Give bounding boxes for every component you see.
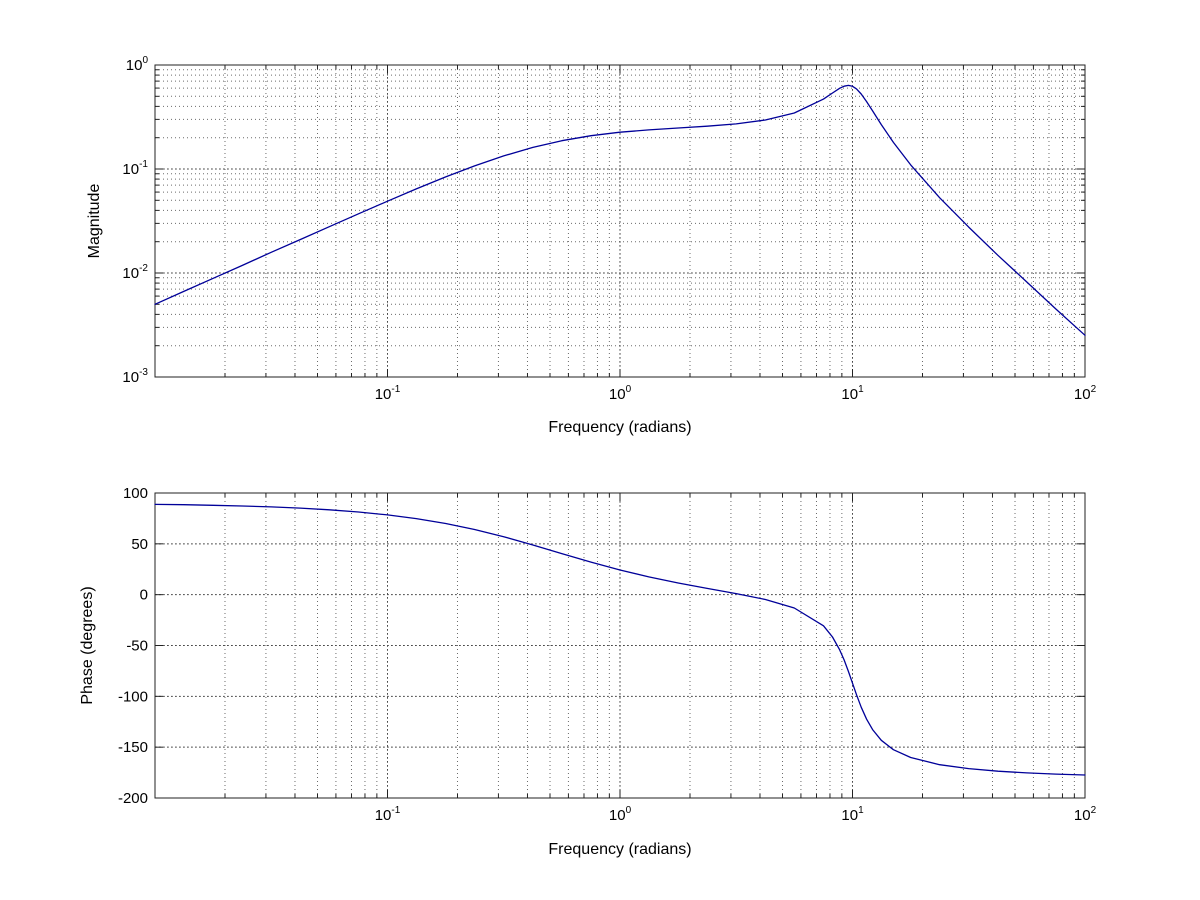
magnitude-plot-axes: 10-1 100 101 102 100 10-1 10-2 10-3 bbox=[122, 55, 1096, 403]
x-tick-label: 100 bbox=[609, 384, 632, 403]
x-tick-label: 10-1 bbox=[375, 805, 401, 824]
y-tick-label: 100 bbox=[123, 485, 148, 502]
magnitude-yaxis-label: Magnitude bbox=[86, 184, 103, 259]
y-tick-label: -150 bbox=[118, 739, 148, 756]
tick-marks bbox=[154, 64, 1086, 378]
x-tick-label: 100 bbox=[609, 805, 632, 824]
y-tick-label: -50 bbox=[126, 638, 148, 655]
y-tick-label: 50 bbox=[131, 536, 148, 553]
x-tick-label: 102 bbox=[1074, 805, 1097, 824]
magnitude-curve bbox=[154, 84, 1086, 336]
major-gridlines bbox=[155, 65, 1085, 377]
phase-plot: 10-1 100 101 102 100 50 0 -50 -100 -150 -200 Frequ… bbox=[79, 485, 1097, 858]
y-tick-label: 10-1 bbox=[122, 159, 148, 178]
x-tick-label: 102 bbox=[1074, 384, 1097, 403]
x-tick-label: 101 bbox=[841, 805, 864, 824]
y-tick-label: 0 bbox=[140, 587, 148, 604]
y-tick-label: 10-2 bbox=[122, 263, 148, 282]
tick-label-group: 10-1 100 101 102 100 10-1 10-2 10-3 bbox=[122, 55, 1096, 403]
phase-yaxis-label: Phase (degrees) bbox=[79, 586, 96, 704]
phase-plot-axes: 10-1 100 101 102 100 50 0 -50 -100 -150 -200 bbox=[118, 485, 1097, 824]
magnitude-xaxis-label: Frequency (radians) bbox=[548, 419, 691, 436]
y-tick-label: 100 bbox=[126, 55, 149, 74]
tick-label-group: 10-1 100 101 102 100 50 0 -50 -100 -150 -200 bbox=[118, 485, 1097, 824]
y-tick-label: -200 bbox=[118, 790, 148, 807]
phase-curve bbox=[154, 503, 1086, 776]
major-gridlines bbox=[155, 493, 1085, 798]
y-tick-label: -100 bbox=[118, 688, 148, 705]
y-tick-label: 10-3 bbox=[122, 367, 148, 386]
tick-marks bbox=[154, 492, 1086, 799]
magnitude-plot: 10-1 100 101 102 100 10-1 10-2 10-3 Frequency (… bbox=[86, 55, 1097, 436]
phase-xaxis-label: Frequency (radians) bbox=[548, 841, 691, 858]
x-tick-label: 10-1 bbox=[375, 384, 401, 403]
x-tick-label: 101 bbox=[841, 384, 864, 403]
